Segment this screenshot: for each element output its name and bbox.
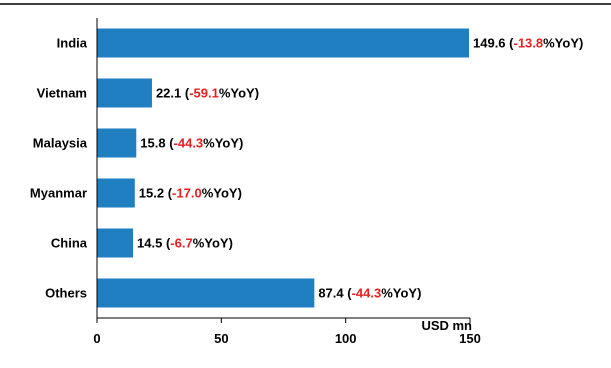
category-label-india: India (57, 36, 88, 51)
data-label-vietnam: 22.1 (-59.1%YoY) (156, 86, 259, 101)
data-label-malaysia: 15.8 (-44.3%YoY) (140, 136, 243, 151)
x-tick-label: 0 (93, 331, 100, 346)
bar-india (97, 28, 470, 58)
x-tick-label: 50 (214, 331, 228, 346)
category-label-china: China (51, 236, 88, 251)
x-tick-label: 150 (459, 331, 481, 346)
data-label-india: 149.6 (-13.8%YoY) (473, 36, 583, 51)
bar-vietnam (97, 78, 152, 108)
bar-malaysia (97, 128, 137, 158)
bar-china (97, 228, 134, 258)
category-label-others: Others (45, 286, 87, 301)
category-label-malaysia: Malaysia (33, 136, 88, 151)
data-label-myanmar: 15.2 (-17.0%YoY) (139, 186, 242, 201)
data-label-china: 14.5 (-6.7%YoY) (137, 236, 233, 251)
x-axis-label: USD mn (421, 318, 472, 333)
x-tick-label: 100 (335, 331, 357, 346)
bar-others (97, 278, 315, 308)
bar-myanmar (97, 178, 135, 208)
category-label-vietnam: Vietnam (37, 86, 87, 101)
category-label-myanmar: Myanmar (30, 186, 87, 201)
data-label-others: 87.4 (-44.3%YoY) (318, 286, 421, 301)
